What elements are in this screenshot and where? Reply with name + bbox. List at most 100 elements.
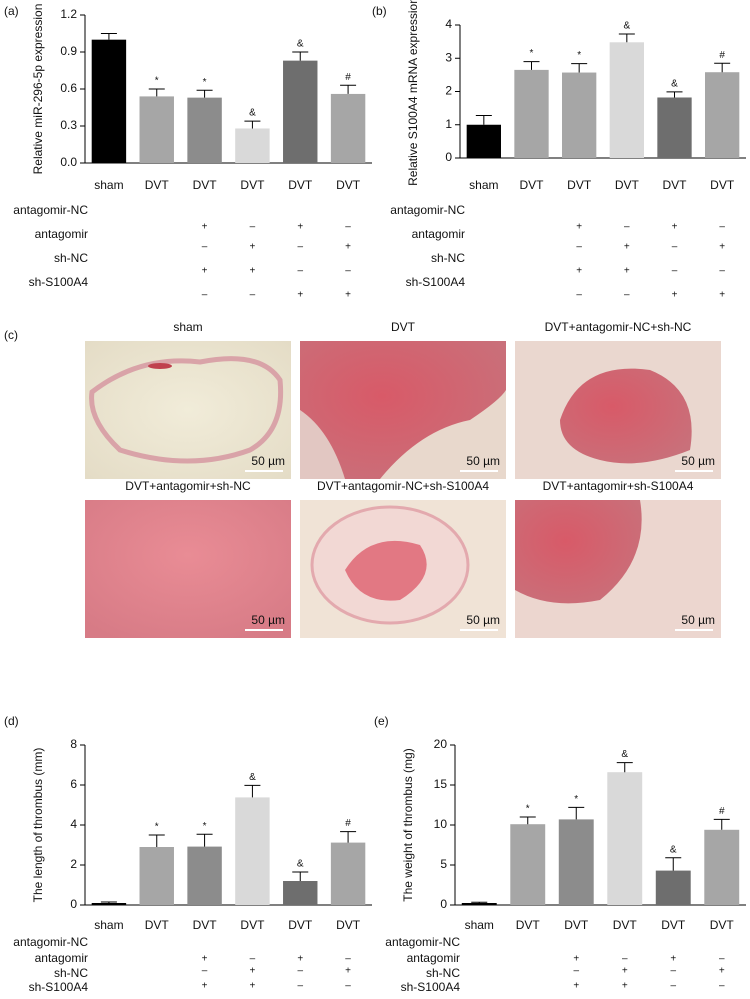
x-tick-label: sham (465, 918, 494, 932)
condition-mark: + (719, 966, 725, 977)
bar (461, 903, 497, 905)
y-tick-label: 8 (70, 737, 77, 751)
condition-mark: + (576, 222, 582, 233)
y-axis-label: Relative miR-296-5p expression (31, 4, 45, 175)
condition-label: antagomir (35, 951, 88, 965)
condition-mark: – (297, 981, 303, 992)
condition-mark: – (345, 954, 351, 965)
condition-mark: + (573, 981, 579, 992)
y-tick-label: 0.3 (60, 118, 77, 132)
bar (139, 96, 174, 163)
bar (562, 72, 597, 158)
condition-label: sh-S100A4 (29, 275, 89, 289)
x-tick-label: DVT (288, 178, 313, 192)
error-bar (148, 88, 165, 97)
condition-mark: – (297, 242, 303, 253)
bar (187, 846, 222, 905)
x-tick-label: DVT (240, 918, 265, 932)
bar (91, 39, 127, 163)
condition-mark: + (297, 222, 303, 233)
significance: & (297, 39, 304, 50)
condition-mark: – (297, 966, 303, 977)
image-title: DVT+antagomir-NC+sh-NC (545, 320, 692, 334)
significance: * (530, 48, 534, 59)
x-tick-label: DVT (661, 918, 686, 932)
significance: & (671, 78, 678, 89)
significance: & (670, 844, 677, 855)
y-tick-label: 4 (70, 817, 77, 831)
error-bar (244, 120, 261, 129)
x-tick-label: DVT (145, 178, 170, 192)
bar (91, 903, 127, 905)
condition-mark: – (345, 222, 351, 233)
condition-mark: – (719, 266, 725, 277)
panel-label: (d) (4, 714, 19, 728)
error-bar (196, 833, 213, 847)
condition-mark: – (719, 222, 725, 233)
significance: * (574, 794, 578, 805)
bar (705, 72, 740, 158)
condition-mark: + (202, 222, 208, 233)
bar (235, 797, 270, 905)
condition-mark: + (624, 242, 630, 253)
bar (283, 60, 318, 164)
condition-mark: + (249, 242, 255, 253)
significance: & (249, 108, 256, 119)
condition-mark: – (202, 966, 208, 977)
histology-images (85, 341, 721, 638)
bar (607, 772, 643, 905)
thrombus (560, 368, 692, 464)
condition-mark: – (672, 242, 678, 253)
condition-mark: – (250, 222, 256, 233)
scale-label: 50 µm (466, 613, 500, 627)
y-tick-label: 20 (434, 737, 448, 751)
bar (187, 97, 222, 163)
condition-label: sh-S100A4 (29, 980, 89, 994)
y-tick-label: 6 (70, 777, 77, 791)
x-tick-label: DVT (193, 178, 218, 192)
condition-mark: – (719, 954, 725, 965)
condition-mark: + (297, 290, 303, 301)
condition-mark: + (719, 242, 725, 253)
error-bar (618, 33, 635, 43)
condition-mark: + (622, 981, 628, 992)
error-bar (471, 901, 488, 903)
x-tick-label: DVT (240, 178, 265, 192)
condition-mark: – (576, 242, 582, 253)
condition-label: antagomir (412, 227, 465, 241)
thrombus (345, 540, 427, 601)
condition-mark: – (345, 266, 351, 277)
image-title: DVT (391, 320, 416, 334)
significance: * (155, 822, 159, 833)
y-tick-label: 2 (70, 857, 77, 871)
significance: & (249, 772, 256, 783)
y-tick-label: 2 (445, 84, 452, 98)
condition-label: sh-NC (426, 966, 460, 980)
condition-mark: – (250, 954, 256, 965)
y-tick-label: 3 (445, 50, 452, 64)
condition-mark: – (624, 222, 630, 233)
tissue (300, 410, 345, 479)
condition-mark: + (249, 981, 255, 992)
vessel-wall (89, 356, 284, 464)
condition-label: antagomir-NC (13, 935, 88, 949)
condition-label: antagomir-NC (390, 203, 465, 217)
significance: & (623, 21, 630, 32)
y-tick-label: 0 (70, 897, 77, 911)
condition-mark: + (345, 242, 351, 253)
error-bar (665, 857, 682, 871)
condition-label: sh-NC (54, 966, 88, 980)
x-tick-label: DVT (516, 918, 541, 932)
condition-label: antagomir-NC (385, 935, 460, 949)
error-bar (292, 51, 309, 61)
bar (330, 93, 366, 163)
bar (139, 847, 174, 905)
condition-mark: – (250, 290, 256, 301)
bar (655, 870, 691, 905)
condition-label: antagomir-NC (13, 203, 88, 217)
y-tick-label: 4 (445, 17, 452, 31)
y-tick-label: 1.2 (60, 7, 77, 21)
condition-mark: + (297, 954, 303, 965)
condition-mark: – (719, 981, 725, 992)
condition-mark: + (345, 966, 351, 977)
